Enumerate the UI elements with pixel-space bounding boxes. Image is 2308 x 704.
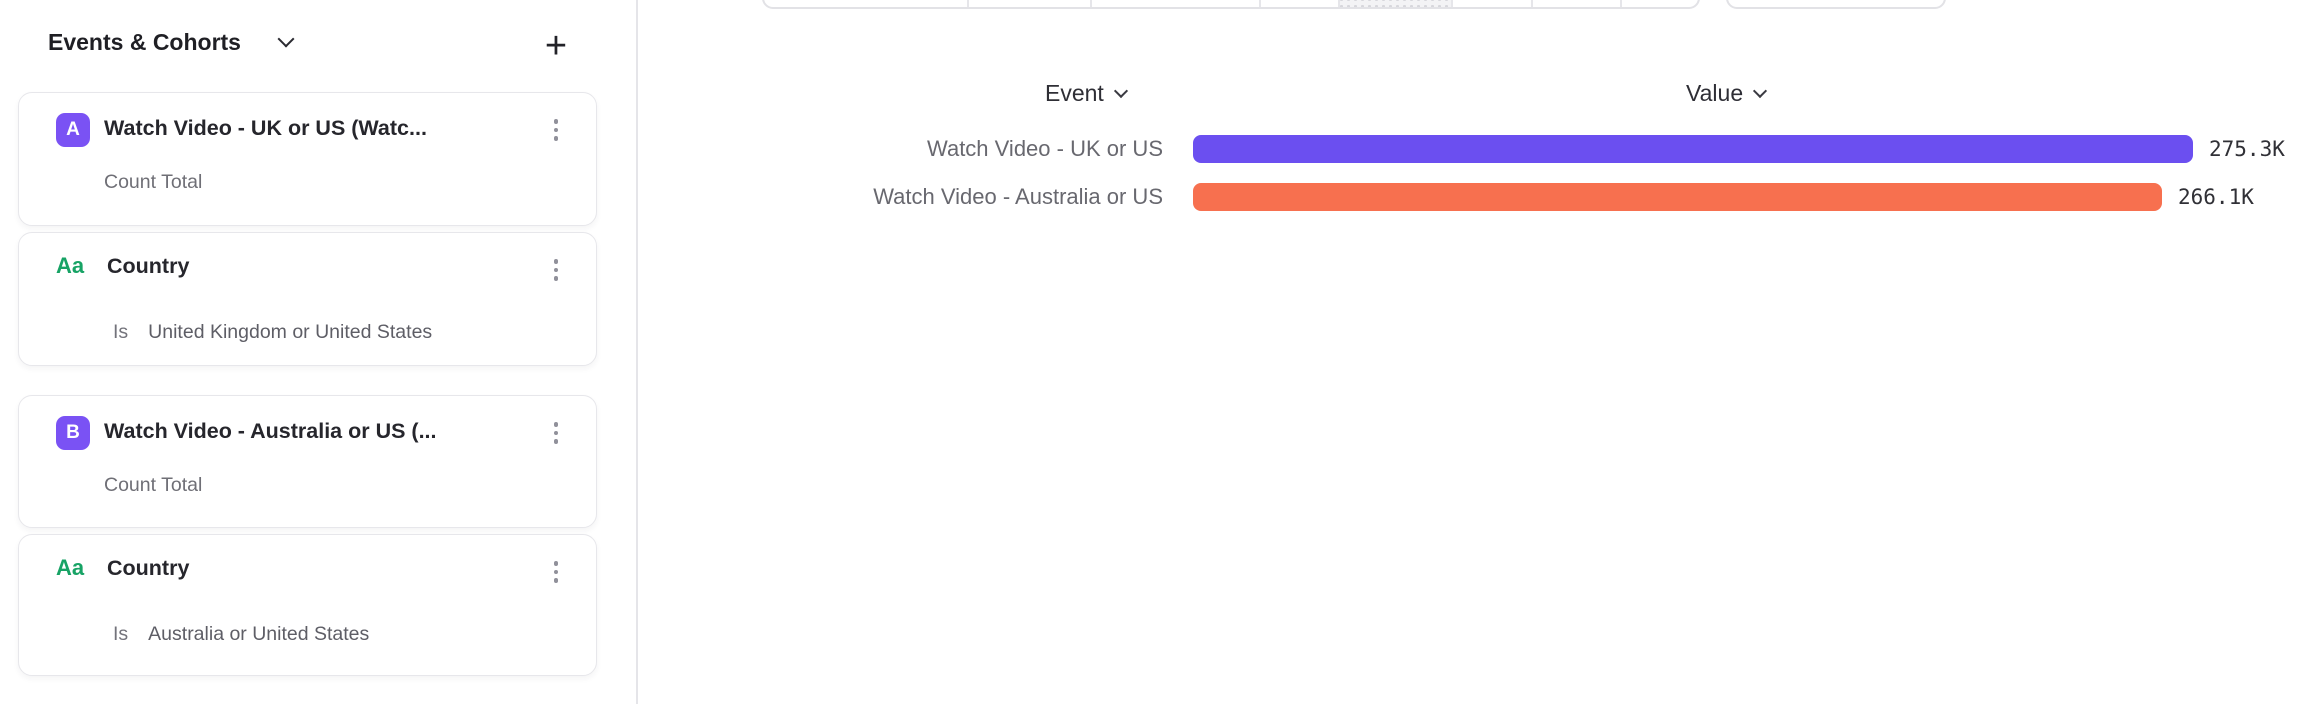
filter-property-name[interactable]: Country (107, 254, 190, 278)
event-title[interactable]: Watch Video - UK or US (Watc... (104, 116, 427, 140)
filter-value[interactable]: United Kingdom or United States (148, 321, 433, 343)
text-property-icon: Aa (56, 555, 85, 580)
filter-card-b[interactable]: Aa Country Is Australia or United States (18, 534, 597, 676)
event-title[interactable]: Watch Video - Australia or US (... (104, 419, 437, 443)
filter-card-a[interactable]: Aa Country Is United Kingdom or United St… (18, 232, 597, 366)
event-measure[interactable]: Count Total (104, 171, 203, 193)
event-card-b[interactable]: B Watch Video - Australia or US (... Cou… (18, 395, 597, 528)
chevron-down-icon[interactable] (277, 30, 295, 48)
sidebar-title[interactable]: Events & Cohorts (48, 29, 241, 55)
bar-value: 266.1K (2178, 185, 2254, 209)
chart-panel: Event Value Watch Video - UK or US 275.3… (638, 0, 2308, 704)
event-badge-b: B (56, 416, 90, 450)
sidebar-header: Events & Cohorts + (48, 24, 596, 66)
filter-property-name[interactable]: Country (107, 556, 190, 580)
filter-condition[interactable]: Is United Kingdom or United States (113, 321, 432, 344)
text-property-icon: Aa (56, 253, 85, 278)
filter-operator[interactable]: Is (113, 321, 129, 343)
kebab-menu-icon[interactable] (539, 553, 573, 591)
chart-type-toolbar[interactable] (762, 0, 1700, 9)
event-measure[interactable]: Count Total (104, 474, 203, 496)
event-column-header[interactable]: Event (1045, 78, 1128, 108)
secondary-toolbar[interactable] (1726, 0, 1946, 9)
chevron-down-icon (1753, 83, 1768, 99)
events-cohorts-sidebar: Events & Cohorts + A Watch Video - UK or… (0, 0, 636, 704)
bar-series-b[interactable] (1193, 183, 2162, 211)
sidebar-divider (636, 0, 638, 704)
bar-label: Watch Video - UK or US (927, 136, 1163, 161)
event-column-label: Event (1045, 79, 1104, 106)
filter-condition[interactable]: Is Australia or United States (113, 623, 369, 646)
add-event-button[interactable]: + (534, 24, 578, 68)
filter-value[interactable]: Australia or United States (148, 623, 370, 645)
value-column-header[interactable]: Value (1686, 78, 1768, 108)
event-card-a[interactable]: A Watch Video - UK or US (Watc... Count … (18, 92, 597, 226)
filter-operator[interactable]: Is (113, 623, 129, 645)
kebab-menu-icon[interactable] (539, 111, 573, 149)
chevron-down-icon (1113, 83, 1128, 99)
bar-value: 275.3K (2209, 137, 2285, 161)
value-column-label: Value (1686, 79, 1744, 106)
selected-chart-type-segment[interactable] (1338, 0, 1451, 7)
bar-row: Watch Video - Australia or US 266.1K (750, 182, 2254, 212)
bar-series-a[interactable] (1193, 135, 2193, 163)
kebab-menu-icon[interactable] (539, 414, 573, 452)
bar-row: Watch Video - UK or US 275.3K (750, 134, 2285, 164)
event-badge-a: A (56, 113, 90, 147)
bar-label: Watch Video - Australia or US (873, 184, 1163, 209)
kebab-menu-icon[interactable] (539, 251, 573, 289)
